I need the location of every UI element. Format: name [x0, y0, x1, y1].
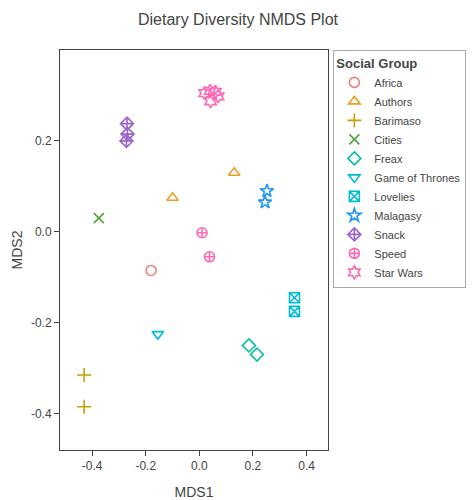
- svg-text:0.2: 0.2: [245, 459, 262, 473]
- svg-text:Star Wars: Star Wars: [374, 267, 423, 279]
- svg-text:MDS1: MDS1: [175, 484, 214, 500]
- svg-text:Barimaso: Barimaso: [374, 115, 420, 127]
- svg-text:Social Group: Social Group: [336, 56, 417, 71]
- svg-text:Freax: Freax: [374, 153, 403, 165]
- svg-text:Africa: Africa: [374, 77, 403, 89]
- svg-text:Dietary Diversity NMDS Plot: Dietary Diversity NMDS Plot: [138, 11, 339, 28]
- svg-text:-0.2: -0.2: [31, 316, 52, 330]
- svg-text:0.0: 0.0: [191, 459, 208, 473]
- svg-text:Cities: Cities: [374, 134, 402, 146]
- svg-text:Malagasy: Malagasy: [374, 210, 422, 222]
- svg-text:0.2: 0.2: [35, 134, 52, 148]
- svg-text:Game of Thrones: Game of Thrones: [374, 172, 460, 184]
- svg-text:Lovelies: Lovelies: [374, 191, 415, 203]
- svg-text:Snack: Snack: [374, 229, 405, 241]
- svg-text:Speed: Speed: [374, 248, 406, 260]
- svg-text:MDS2: MDS2: [9, 230, 25, 269]
- svg-text:-0.4: -0.4: [31, 407, 52, 421]
- svg-text:-0.4: -0.4: [82, 459, 103, 473]
- svg-text:0.4: 0.4: [298, 459, 315, 473]
- svg-text:0.0: 0.0: [35, 225, 52, 239]
- svg-text:-0.2: -0.2: [135, 459, 156, 473]
- svg-text:Authors: Authors: [374, 96, 412, 108]
